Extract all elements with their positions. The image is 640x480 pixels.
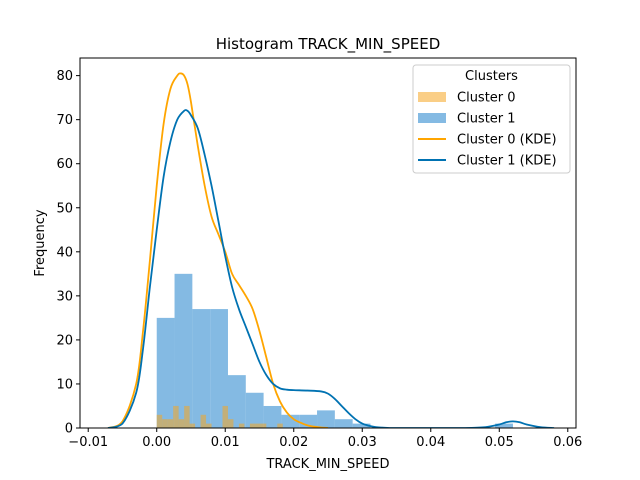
cluster-1-bar-6 <box>263 405 282 428</box>
x-tick-label: 0.06 <box>553 435 582 450</box>
y-tick-label: 40 <box>56 245 73 260</box>
x-tick-label: 0.04 <box>416 435 445 450</box>
cluster-0-bar-19 <box>260 423 267 428</box>
cluster-0-bar-12 <box>222 405 228 428</box>
plot-frame <box>79 57 577 429</box>
x-tick-label: 0.05 <box>485 435 514 450</box>
cluster-0-bar-6 <box>189 423 196 428</box>
cluster-0-bar-13 <box>227 419 234 428</box>
cluster-1-bar-5 <box>245 392 264 428</box>
cluster-0-kde--line <box>107 72 329 428</box>
y-tick-label: 30 <box>56 289 73 304</box>
histogram-bars <box>156 273 513 428</box>
cluster-1-bar-7 <box>281 414 300 428</box>
legend-label-cluster-1: Cluster 1 <box>457 112 516 127</box>
y-axis: 0 10 20 30 40 50 60 70 80 <box>56 69 80 437</box>
cluster-1-bar-19 <box>495 423 513 428</box>
cluster-0-bar-8 <box>200 414 207 428</box>
legend-swatch-cluster-1 <box>418 113 446 123</box>
y-tick-label: 80 <box>56 69 73 84</box>
legend-label-cluster-1-kde-: Cluster 1 (KDE) <box>457 154 557 169</box>
y-tick-label: 60 <box>56 157 73 172</box>
y-tick-label: 0 <box>65 422 73 437</box>
x-axis: −0.01 0.00 0.01 0.02 0.03 0.04 0.05 0.06 <box>68 428 582 450</box>
cluster-0-bar-22 <box>277 423 283 428</box>
cluster-1-kde--line <box>107 109 555 428</box>
legend-title: Clusters <box>465 69 518 84</box>
cluster-0-bar-15 <box>238 423 245 428</box>
cluster-1-bar-9 <box>317 410 335 428</box>
cluster-1-bar-10 <box>334 419 353 428</box>
cluster-0-bar-2 <box>167 419 174 428</box>
y-tick-label: 10 <box>56 377 73 392</box>
cluster-1-bar-0 <box>156 317 175 428</box>
cluster-0-bar-0 <box>156 414 163 428</box>
cluster-0-bar-1 <box>162 419 168 428</box>
x-tick-label: 0.00 <box>142 435 171 450</box>
cluster-0-bar-3 <box>173 405 179 428</box>
cluster-1-bar-11 <box>352 423 371 428</box>
legend-swatch-cluster-0 <box>418 92 446 102</box>
cluster-1-bar-3 <box>210 309 228 428</box>
kde-curves <box>107 72 555 428</box>
legend: Clusters Cluster 0 Cluster 1 Cluster 0 (KD… <box>412 64 571 174</box>
cluster-1-bar-2 <box>192 309 211 428</box>
x-axis-label: TRACK_MIN_SPEED <box>265 457 389 472</box>
cluster-1-bar-4 <box>227 375 246 428</box>
cluster-0-bar-17 <box>249 423 256 428</box>
y-tick-label: 20 <box>56 333 73 348</box>
x-tick-label: 0.01 <box>211 435 240 450</box>
legend-label-cluster-0: Cluster 0 <box>457 91 516 106</box>
x-tick-label: 0.03 <box>348 435 377 450</box>
y-tick-label: 50 <box>56 201 73 216</box>
y-axis-label: Frequency <box>33 209 48 276</box>
cluster-0-bar-4 <box>178 419 185 428</box>
x-tick-label: 0.02 <box>279 435 308 450</box>
chart-title: Histogram TRACK_MIN_SPEED <box>216 35 441 54</box>
cluster-0-bar-9 <box>206 423 212 428</box>
x-tick-label: −0.01 <box>68 435 108 450</box>
cluster-0-bar-18 <box>255 423 261 428</box>
legend-box <box>412 64 571 174</box>
legend-label-cluster-0-kde-: Cluster 0 (KDE) <box>457 133 557 148</box>
cluster-0-bar-5 <box>184 405 190 428</box>
cluster-1-bar-1 <box>174 273 193 428</box>
y-tick-label: 70 <box>56 113 73 128</box>
